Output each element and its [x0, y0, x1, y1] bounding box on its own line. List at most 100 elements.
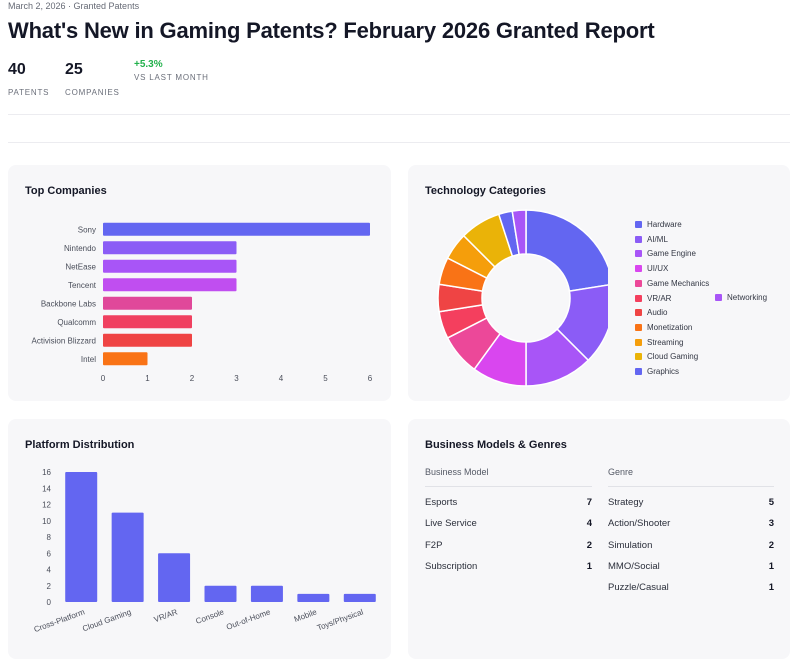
legend-item: Monetization: [635, 323, 692, 332]
row-value: 1: [586, 560, 592, 572]
divider: [8, 142, 790, 143]
legend-item: AI/ML: [635, 235, 668, 244]
stat-change: +5.3% VS LAST MONTH: [134, 59, 209, 82]
x-tick-label: Out-of-Home: [225, 607, 272, 631]
row-label: Strategy: [608, 497, 644, 508]
legend-label: Game Mechanics: [647, 278, 710, 288]
x-tick-label: 0: [101, 374, 106, 383]
y-tick-label: 16: [42, 468, 51, 477]
legend-swatch: [635, 279, 642, 287]
stat-change-value: +5.3%: [134, 59, 163, 70]
x-tick-label: 6: [368, 374, 373, 383]
x-tick-label: 3: [234, 374, 239, 383]
platform-bar: [343, 593, 376, 602]
company-label: Backbone Labs: [41, 299, 96, 308]
x-tick-label: Toys/Physical: [316, 607, 365, 632]
y-tick-label: 6: [47, 549, 52, 558]
y-tick-label: 10: [42, 517, 51, 526]
top-companies-chart: Sony Nintendo NetEase Tencent Backbone Labs Q…: [32, 222, 373, 383]
x-tick-label: 5: [323, 374, 328, 383]
genre-heading: Genre: [608, 467, 634, 477]
x-tick-label: Console: [195, 607, 226, 626]
platform-bar: [250, 585, 283, 602]
technology-title: Technology Categories: [425, 185, 546, 197]
company-bar: [103, 352, 148, 366]
legend-label: Monetization: [647, 322, 693, 332]
y-tick-label: 12: [42, 501, 51, 510]
legend-label: Networking: [727, 293, 768, 302]
row-label: Simulation: [608, 539, 653, 551]
x-tick-label: 4: [279, 374, 284, 383]
y-tick-label: 2: [47, 582, 52, 591]
x-tick-label: 2: [190, 374, 195, 383]
legend-label: Graphics: [647, 367, 680, 376]
x-tick-label: Cross-Platform: [33, 607, 87, 634]
top-companies-title: Top Companies: [25, 185, 107, 197]
divider: [608, 486, 774, 487]
x-tick-label: VR/AR: [153, 607, 179, 624]
top-companies-card: Top Companies Sony Nintendo NetEase Tencent…: [8, 165, 391, 401]
divider: [8, 114, 790, 115]
technology-donut-chart: [437, 209, 608, 387]
donut-slice: [525, 209, 608, 292]
legend-label: Game Engine: [647, 249, 696, 259]
company-bar: [103, 333, 192, 347]
legend-swatch: [635, 323, 642, 331]
legend-item: Hardware: [635, 220, 682, 229]
legend-swatch: [635, 294, 642, 302]
company-label: Activision Blizzard: [32, 336, 96, 345]
legend-label: Cloud Gaming: [647, 352, 699, 362]
legend-swatch: [635, 250, 642, 258]
legend-swatch: [635, 338, 642, 346]
legend-label: AI/ML: [647, 234, 668, 244]
y-tick-label: 8: [47, 533, 52, 542]
row-value: 2: [768, 539, 774, 551]
row-label: Esports: [425, 497, 458, 508]
legend-item: Graphics: [635, 367, 679, 376]
legend-item: VR/AR: [635, 294, 671, 303]
company-bar: [103, 222, 370, 236]
company-bar: [103, 259, 237, 273]
legend-item: Streaming: [635, 338, 683, 347]
technology-card: Technology Categories Hardware AI/ML Game …: [408, 165, 790, 401]
legend-label: VR/AR: [647, 293, 672, 303]
row-label: MMO/Social: [608, 560, 660, 572]
stat-companies: 25 COMPANIES: [65, 61, 120, 97]
row-label: F2P: [425, 539, 443, 551]
row-value: 4: [586, 518, 592, 530]
stat-patents-value: 40: [8, 61, 26, 78]
x-tick-label: Mobile: [293, 607, 319, 624]
page-title: What's New in Gaming Patents? February 2…: [8, 18, 655, 43]
legend-swatch: [635, 353, 642, 361]
legend-swatch: [635, 368, 642, 375]
platform-card: Platform Distribution 0 2 4 6 8 10 12 14 16 Cross…: [8, 419, 391, 659]
legend-swatch: [635, 221, 642, 228]
platform-title: Platform Distribution: [25, 439, 135, 451]
company-label: NetEase: [65, 262, 96, 271]
legend-item: Audio: [635, 308, 667, 317]
legend-swatch: [635, 309, 642, 317]
platform-bar: [204, 585, 237, 602]
business-card: Business Models & Genres Business Model …: [408, 419, 790, 659]
row-value: 1: [768, 582, 774, 594]
row-label: Live Service: [425, 518, 477, 530]
y-tick-label: 4: [47, 566, 52, 575]
legend-swatch: [715, 294, 722, 301]
row-value: 2: [586, 539, 592, 551]
stat-companies-value: 25: [65, 61, 83, 78]
row-label: Puzzle/Casual: [608, 582, 669, 594]
legend-label: Audio: [647, 308, 668, 318]
x-tick-label: 1: [145, 374, 150, 383]
company-label: Nintendo: [64, 244, 97, 253]
platform-bar: [111, 512, 144, 602]
row-value: 7: [586, 497, 592, 508]
legend-swatch: [635, 265, 642, 273]
company-bar: [103, 278, 237, 292]
row-label: Action/Shooter: [608, 518, 671, 530]
legend-item: Cloud Gaming: [635, 352, 698, 361]
legend-label: Streaming: [647, 337, 684, 347]
y-tick-label: 14: [42, 484, 51, 493]
platform-bar: [65, 472, 98, 602]
breadcrumb: March 2, 2026 · Granted Patents: [8, 1, 140, 11]
